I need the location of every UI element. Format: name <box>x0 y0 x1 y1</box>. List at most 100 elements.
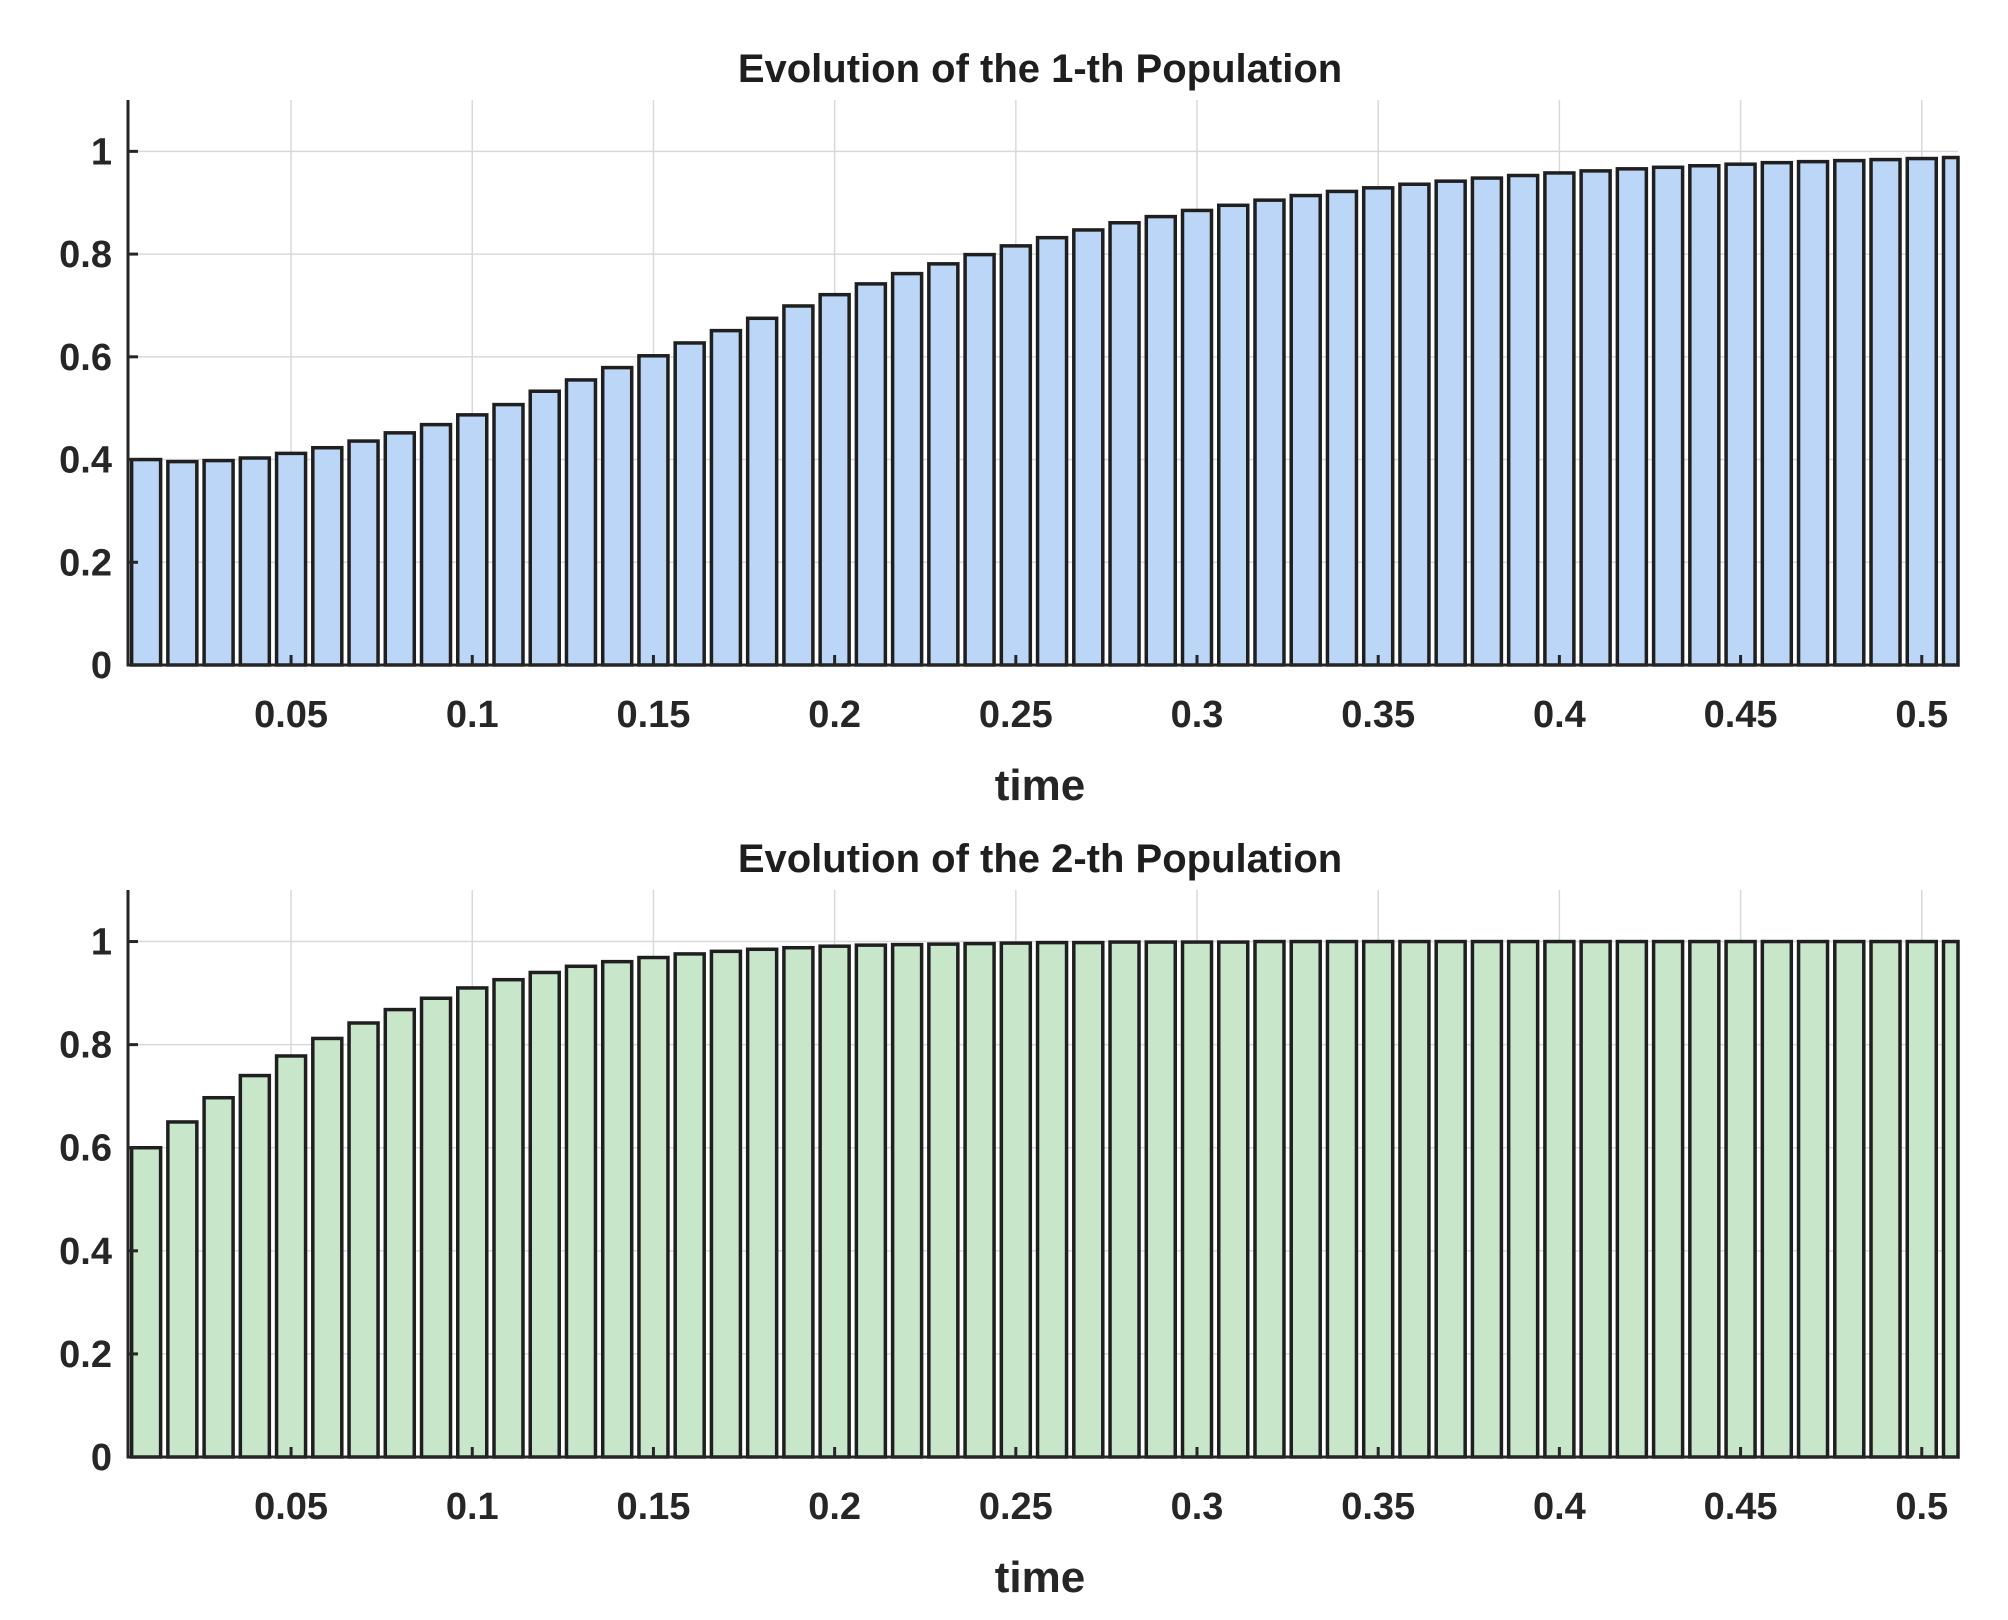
bar <box>1289 193 1322 667</box>
bar <box>202 1095 235 1459</box>
bar <box>1543 171 1576 667</box>
bar <box>709 328 743 667</box>
bar <box>600 959 634 1459</box>
bar <box>745 316 779 667</box>
x-tick-label: 0.45 <box>1704 1486 1778 1528</box>
bar <box>600 365 634 667</box>
x-tick-label: 0.05 <box>254 1486 328 1528</box>
bar <box>456 986 489 1459</box>
bar <box>274 1054 308 1459</box>
bar <box>1724 162 1757 667</box>
bar <box>818 292 851 667</box>
bar <box>1398 182 1431 667</box>
bar <box>1072 228 1105 667</box>
bar <box>1905 939 1939 1459</box>
y-tick-labels: 0 0.2 0.4 0.6 0.8 1 <box>59 922 112 1479</box>
x-tick-label: 0.2 <box>808 694 861 736</box>
bar <box>637 955 670 1459</box>
bar <box>238 456 272 667</box>
bar <box>1180 940 1214 1459</box>
bar <box>1905 156 1939 667</box>
bar <box>1470 939 1504 1459</box>
bar <box>1760 939 1794 1459</box>
bar-series <box>129 155 1960 667</box>
bar <box>166 459 199 667</box>
x-tick-label: 0.4 <box>1533 1486 1586 1528</box>
bar <box>1144 214 1178 667</box>
bar <box>528 970 561 1459</box>
x-tick-label: 0.05 <box>254 694 328 736</box>
panel-population-1: Evolution of the 1-th Population 0 0.2 0.4… <box>59 47 1960 810</box>
bar <box>1398 939 1431 1459</box>
x-tick-label: 0.35 <box>1341 694 1415 736</box>
bar <box>673 341 706 667</box>
x-tick-label: 0.3 <box>1171 1486 1224 1528</box>
bar <box>963 252 996 667</box>
bar <box>999 941 1033 1459</box>
bar <box>1361 939 1395 1459</box>
y-tick-label: 1 <box>91 131 112 173</box>
x-tick-label: 0.5 <box>1895 1486 1948 1528</box>
bar <box>1941 155 1960 667</box>
y-tick-label: 0 <box>91 1437 112 1479</box>
y-tick-label: 0.6 <box>59 1128 112 1170</box>
bar <box>383 1007 417 1459</box>
bar <box>347 1021 380 1459</box>
bar <box>818 944 851 1459</box>
x-tick-label: 0.1 <box>446 694 499 736</box>
bar <box>347 439 380 667</box>
bar <box>238 1073 272 1459</box>
bar <box>1543 939 1576 1459</box>
x-tick-label: 0.45 <box>1704 694 1778 736</box>
y-tick-label: 0 <box>91 645 112 687</box>
y-tick-label: 0.4 <box>59 1231 112 1273</box>
panel-population-2: Evolution of the 2-th Population 0 0.2 0.4… <box>59 837 1960 1602</box>
bar <box>854 282 888 667</box>
x-tick-label: 0.25 <box>979 1486 1053 1528</box>
x-axis-label: time <box>995 1553 1085 1602</box>
x-tick-label: 0.1 <box>446 1486 499 1528</box>
bar <box>564 964 598 1459</box>
bar <box>1035 235 1069 667</box>
x-tick-label: 0.35 <box>1341 1486 1415 1528</box>
chart-title: Evolution of the 2-th Population <box>738 837 1342 881</box>
bar <box>1108 940 1141 1459</box>
bar <box>1470 176 1504 667</box>
x-tick-label: 0.15 <box>616 694 690 736</box>
x-tick-labels: 0.05 0.1 0.15 0.2 0.25 0.3 0.35 0.4 0.45 0.5 <box>254 694 1948 736</box>
bar <box>1325 939 1359 1459</box>
bar <box>311 445 344 667</box>
bar <box>202 458 235 667</box>
bar <box>1361 186 1395 667</box>
x-tick-label: 0.2 <box>808 1486 861 1528</box>
bar <box>745 947 779 1459</box>
bar <box>419 422 453 667</box>
y-tick-label: 1 <box>91 922 112 964</box>
bar <box>1434 179 1467 667</box>
bar <box>1651 939 1685 1459</box>
x-tick-label: 0.4 <box>1533 694 1586 736</box>
bar <box>890 942 924 1459</box>
x-tick-labels: 0.05 0.1 0.15 0.2 0.25 0.3 0.35 0.4 0.45 0.5 <box>254 1486 1948 1528</box>
y-tick-labels: 0 0.2 0.4 0.6 0.8 1 <box>59 131 112 687</box>
bar <box>1941 939 1960 1459</box>
bar <box>129 1145 163 1459</box>
y-tick-label: 0.4 <box>59 440 112 482</box>
x-tick-label: 0.3 <box>1171 694 1224 736</box>
bar <box>492 402 525 667</box>
bar <box>999 244 1033 667</box>
bar <box>927 942 960 1459</box>
bar <box>1253 939 1286 1459</box>
bar <box>166 1120 199 1459</box>
bar <box>1108 221 1141 667</box>
axes <box>126 890 1958 1459</box>
bar <box>854 943 888 1459</box>
bar <box>1688 163 1721 667</box>
bar <box>782 945 815 1459</box>
bar <box>1217 940 1250 1459</box>
bar <box>1289 939 1322 1459</box>
bar <box>1506 939 1540 1459</box>
bar <box>274 451 308 667</box>
bar <box>1651 165 1685 667</box>
